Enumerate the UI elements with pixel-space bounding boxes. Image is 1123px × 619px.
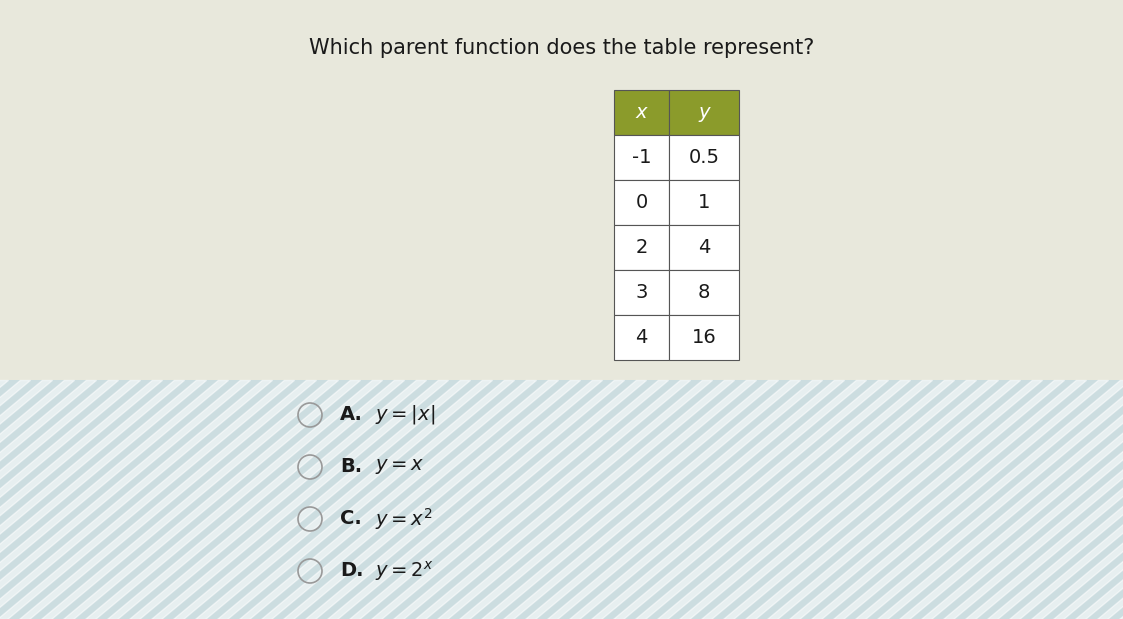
Text: 4: 4 xyxy=(636,328,648,347)
Bar xyxy=(669,270,739,315)
Bar xyxy=(669,180,739,225)
Bar xyxy=(669,315,739,360)
Bar xyxy=(614,315,669,360)
Text: C.: C. xyxy=(340,509,362,529)
Bar xyxy=(614,270,669,315)
Bar xyxy=(614,180,669,225)
Bar xyxy=(669,135,739,180)
Bar xyxy=(0,380,1123,619)
Bar xyxy=(614,135,669,180)
Bar xyxy=(614,225,669,270)
Text: 16: 16 xyxy=(692,328,716,347)
Text: -1: -1 xyxy=(632,148,651,167)
Bar xyxy=(0,0,1123,380)
Text: 4: 4 xyxy=(697,238,710,257)
Text: $y=x$: $y=x$ xyxy=(375,457,424,477)
Text: 0: 0 xyxy=(636,193,648,212)
Text: B.: B. xyxy=(340,457,362,477)
Text: 8: 8 xyxy=(697,283,710,302)
Text: x: x xyxy=(636,103,647,122)
Text: 3: 3 xyxy=(636,283,648,302)
Text: 2: 2 xyxy=(636,238,648,257)
Text: $y=|x|$: $y=|x|$ xyxy=(375,404,436,426)
Text: $y=2^x$: $y=2^x$ xyxy=(375,559,433,583)
Text: $y=x^2$: $y=x^2$ xyxy=(375,506,432,532)
Text: y: y xyxy=(699,103,710,122)
Bar xyxy=(669,225,739,270)
Text: A.: A. xyxy=(340,405,363,425)
Text: 0.5: 0.5 xyxy=(688,148,720,167)
Bar xyxy=(669,90,739,135)
Text: Which parent function does the table represent?: Which parent function does the table rep… xyxy=(309,38,814,58)
Text: 1: 1 xyxy=(697,193,710,212)
Bar xyxy=(614,90,669,135)
Text: D.: D. xyxy=(340,561,364,581)
